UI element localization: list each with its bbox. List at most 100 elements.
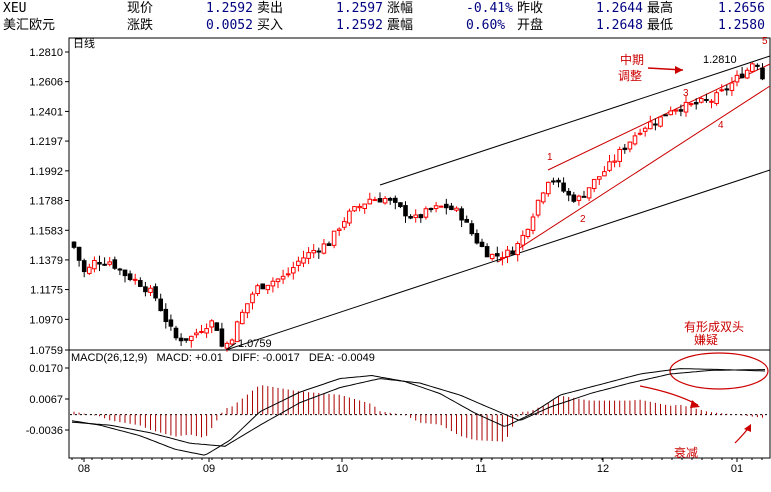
candle-up — [240, 311, 245, 325]
value-high: 1.2656 — [718, 1, 765, 16]
candle-down — [755, 64, 760, 67]
decline-arrowhead — [690, 400, 700, 408]
candle-up — [204, 328, 209, 334]
y-tick-label: 1.0759 — [29, 345, 63, 357]
annotation-correction: 调整 — [618, 68, 642, 83]
candle-up — [321, 243, 327, 254]
label-change: 涨跌 — [127, 18, 154, 33]
candle-up — [617, 148, 623, 162]
x-tick-label: 08 — [78, 463, 90, 475]
candle-down — [393, 197, 398, 203]
candle-down — [153, 286, 158, 299]
candle-up — [301, 257, 306, 264]
candle-down — [403, 205, 408, 217]
candle-up — [296, 260, 301, 266]
candle-down — [178, 337, 184, 342]
candle-down — [663, 114, 668, 117]
candle-down — [459, 208, 464, 221]
annotation-double-top-2: 嫌疑 — [694, 332, 718, 347]
candle-up — [433, 205, 439, 210]
value-prev-close: 1.2644 — [596, 1, 643, 16]
candle-down — [214, 322, 220, 331]
candle-up — [224, 342, 230, 349]
y-tick-label: 1.1992 — [29, 166, 63, 178]
candle-down — [173, 327, 179, 339]
candle-up — [357, 205, 362, 209]
candle-down — [71, 241, 77, 248]
macd-dea: DEA: -0.0049 — [309, 352, 375, 364]
candle-up — [280, 275, 286, 280]
candle-down — [163, 308, 169, 323]
candle-up — [362, 203, 367, 209]
x-tick-label: 09 — [203, 463, 215, 475]
svg-text:MACD(26,12,9) MACD: +0.01: MACD(26,12,9) MACD: +0.01 DIFF: -0.0017 … — [71, 352, 375, 364]
label-high: 最高 — [647, 1, 674, 16]
candle-down — [158, 298, 163, 312]
label-amplitude: 震幅 — [387, 18, 414, 33]
macd-title: MACD(26,12,9) — [71, 352, 147, 364]
price-axis: 1.2810 1.2606 1.2401 1.2197 1.1992 1.1788 1.15… — [29, 47, 69, 357]
candle-up — [199, 330, 204, 333]
candle-down — [561, 182, 566, 192]
candle-up — [546, 181, 551, 195]
trend-channels — [225, 55, 771, 351]
time-axis: 08 09 10 11 12 01 — [71, 458, 763, 475]
macd-tick-label: 0.0170 — [29, 363, 63, 375]
label-ask: 卖出 — [257, 1, 284, 16]
x-tick-label: 10 — [336, 463, 348, 475]
candle-down — [495, 253, 500, 257]
candle-up — [658, 116, 663, 127]
candles — [71, 62, 765, 352]
candle-up — [352, 206, 357, 212]
candle-up — [576, 195, 582, 201]
label-prev-close: 昨收 — [517, 1, 544, 16]
candle-up — [342, 221, 347, 228]
candle-down — [219, 328, 225, 347]
candle-down — [316, 250, 322, 253]
candle-up — [92, 260, 97, 270]
y-tick-label: 1.2197 — [29, 136, 63, 148]
value-low: 1.2580 — [718, 18, 765, 33]
macd-value: MACD: +0.01 — [156, 352, 222, 364]
candle-down — [484, 246, 490, 258]
candle-down — [122, 269, 128, 277]
y-tick-label: 1.2606 — [29, 77, 63, 89]
candle-up — [270, 280, 276, 287]
candle-down — [464, 218, 469, 223]
lower-channel-line — [225, 169, 771, 351]
macd-diff-line — [71, 368, 766, 456]
candle-up — [372, 199, 378, 202]
candle-down — [566, 190, 572, 196]
candle-up — [234, 321, 240, 343]
candle-down — [428, 207, 434, 211]
candle-up — [454, 207, 459, 211]
macd-axis: 0.0170 0.0067 -0.0036 — [26, 363, 69, 437]
candle-up — [209, 320, 214, 328]
label-current-price: 现价 — [127, 1, 154, 16]
annotation-decline: 衰减 — [674, 445, 698, 460]
decline-arrow — [639, 385, 699, 406]
candle-up — [612, 160, 617, 163]
x-tick-label: 12 — [597, 463, 609, 475]
candle-up — [285, 273, 291, 276]
candle-up — [489, 253, 495, 260]
candle-down — [678, 109, 684, 112]
macd-tick-label: 0.0067 — [29, 394, 63, 406]
macd-panel-frame — [68, 349, 771, 459]
candle-up — [632, 135, 638, 145]
y-tick-label: 1.2401 — [29, 106, 63, 118]
price-panel-frame — [68, 37, 771, 351]
candle-up — [719, 89, 725, 92]
candle-up — [438, 205, 444, 208]
candle-up — [627, 141, 633, 150]
candle-up — [699, 98, 704, 103]
candle-down — [704, 98, 709, 101]
candle-up — [591, 178, 597, 190]
wave-label: 5 — [762, 36, 768, 47]
wave-label: 3 — [683, 88, 689, 99]
wave-label: 1 — [547, 152, 553, 163]
macd-diff: DIFF: -0.0017 — [232, 352, 300, 364]
high-price-label: 1.2810 — [703, 54, 737, 66]
value-bid: 1.2592 — [336, 18, 383, 33]
candle-up — [505, 249, 510, 258]
